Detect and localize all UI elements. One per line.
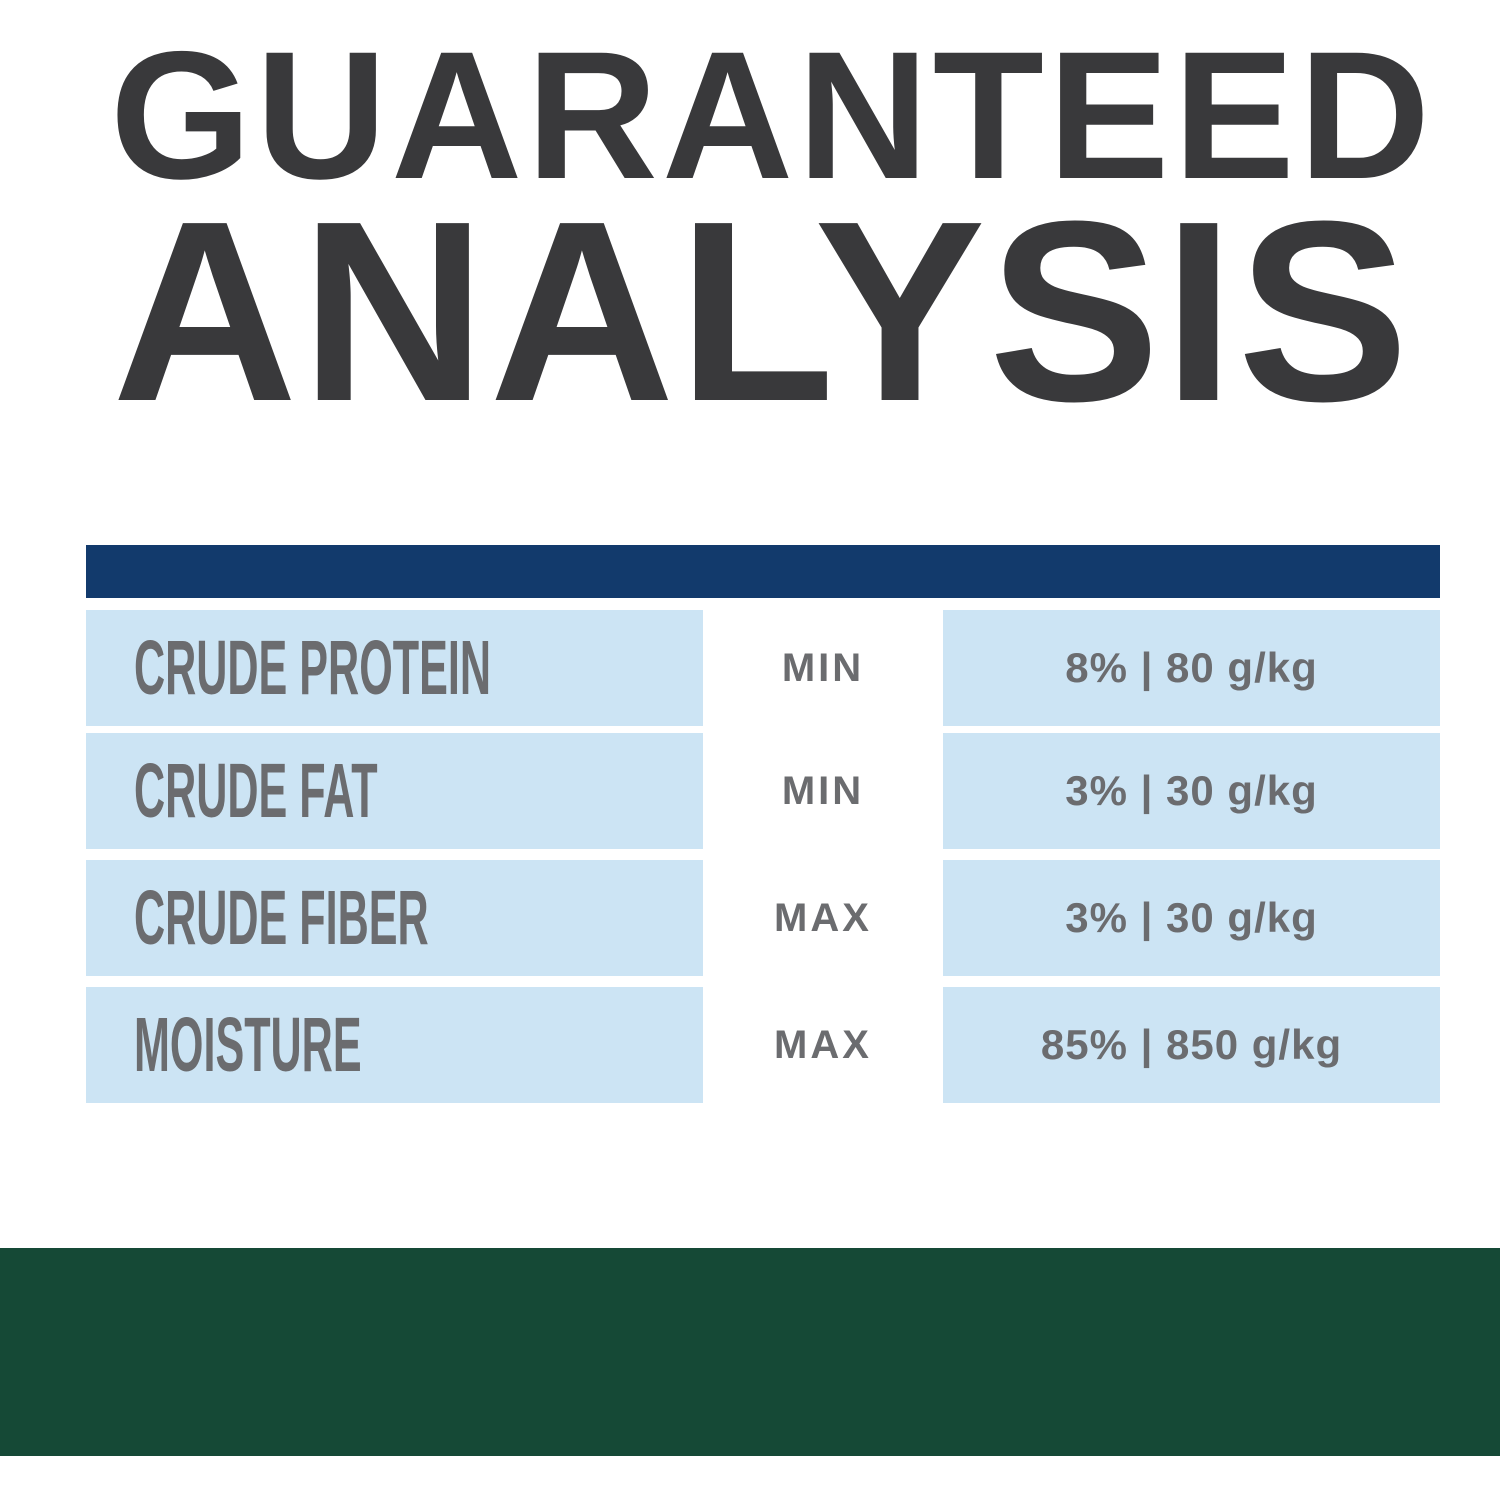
value-label: 3% | 30 g/kg: [1065, 767, 1318, 814]
limit-label: MIN: [781, 768, 865, 813]
nutrient-cell: MOISTURE: [86, 987, 703, 1103]
footer-bar: [0, 1248, 1500, 1456]
value-cell: 85% | 850 g/kg: [943, 987, 1440, 1103]
nutrient-label: CRUDE PROTEIN: [134, 624, 491, 711]
limit-cell: MIN: [703, 610, 943, 726]
limit-label: MIN: [781, 645, 865, 690]
limit-cell: MAX: [703, 860, 943, 976]
value-label: 8% | 80 g/kg: [1065, 644, 1318, 691]
table-row-crude-fat: CRUDE FAT MIN 3% | 30 g/kg: [86, 733, 1440, 849]
nutrient-cell: CRUDE PROTEIN: [86, 610, 703, 726]
table-row-moisture: MOISTURE MAX 85% | 850 g/kg: [86, 987, 1440, 1103]
nutrient-label: CRUDE FAT: [134, 747, 378, 834]
limit-cell: MAX: [703, 987, 943, 1103]
value-cell: 3% | 30 g/kg: [943, 860, 1440, 976]
nutrient-cell: CRUDE FIBER: [86, 860, 703, 976]
page-title-line-1: GUARANTEED: [110, 13, 1435, 217]
page-title-line-2: ANALYSIS: [112, 168, 1412, 455]
table-row-crude-fiber: CRUDE FIBER MAX 3% | 30 g/kg: [86, 860, 1440, 976]
value-cell: 8% | 80 g/kg: [943, 610, 1440, 726]
limit-cell: MIN: [703, 733, 943, 849]
limit-label: MAX: [774, 1022, 872, 1067]
value-label: 3% | 30 g/kg: [1065, 894, 1318, 941]
limit-label: MAX: [774, 895, 872, 940]
table-header-bar: [86, 545, 1440, 598]
value-label: 85% | 850 g/kg: [1040, 1021, 1343, 1068]
table-row-crude-protein: CRUDE PROTEIN MIN 8% | 80 g/kg: [86, 610, 1440, 726]
nutrient-label: CRUDE FIBER: [134, 874, 429, 961]
value-cell: 3% | 30 g/kg: [943, 733, 1440, 849]
nutrient-label: MOISTURE: [134, 1001, 362, 1088]
nutrient-cell: CRUDE FAT: [86, 733, 703, 849]
